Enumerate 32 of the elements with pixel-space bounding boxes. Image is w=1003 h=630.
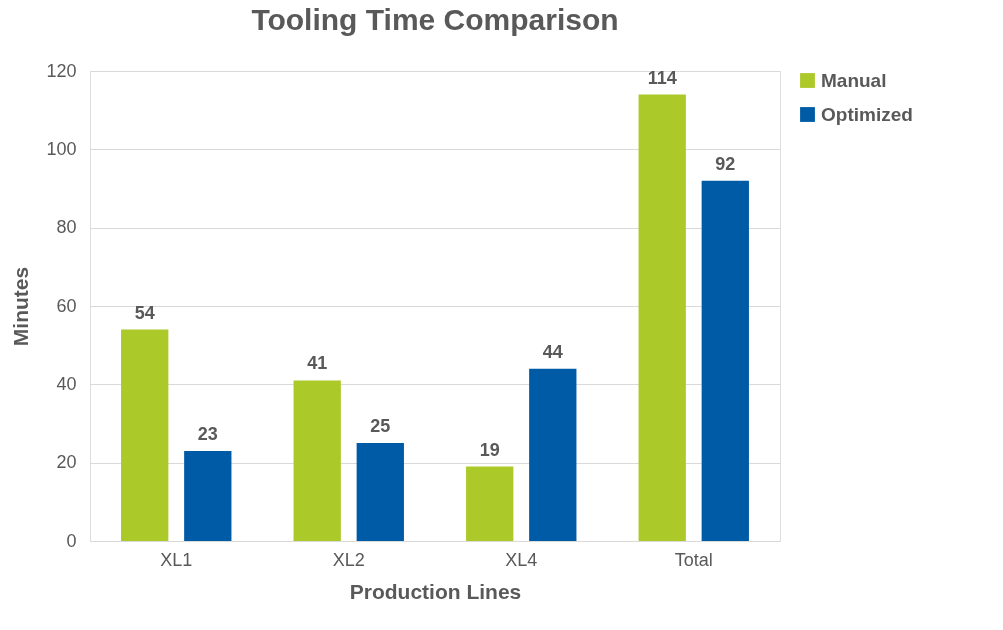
legend-label: Manual (821, 69, 887, 91)
data-label: 23 (197, 423, 218, 444)
y-tick-label: 80 (56, 217, 77, 238)
y-tick-label: 0 (66, 530, 77, 551)
bar (293, 380, 341, 541)
data-label: 44 (542, 341, 563, 362)
chart-title: Tooling Time Comparison (251, 3, 619, 36)
y-tick-label: 40 (56, 373, 77, 394)
data-label: 25 (370, 416, 391, 437)
x-axis-title: Production Lines (349, 579, 522, 603)
y-tick-label: 100 (46, 138, 77, 159)
bar (638, 94, 686, 541)
data-label: 41 (307, 353, 328, 374)
x-tick-label: Total (674, 549, 713, 570)
bar (701, 180, 749, 541)
bar (184, 450, 232, 541)
y-tick-label: 60 (56, 295, 77, 316)
data-label: 114 (647, 67, 677, 88)
bar (121, 329, 169, 541)
x-tick-label: XL4 (505, 549, 538, 570)
data-label: 19 (479, 439, 500, 460)
bar (466, 466, 514, 541)
bar (529, 368, 577, 541)
x-tick-label: XL2 (332, 549, 365, 570)
y-axis-title: Minutes (9, 266, 33, 347)
bar (356, 443, 404, 541)
y-tick-label: 20 (56, 452, 77, 473)
y-tick-label: 120 (46, 60, 77, 81)
x-tick-label: XL1 (160, 549, 193, 570)
data-label: 54 (134, 302, 155, 323)
legend-label: Optimized (821, 103, 913, 125)
data-label: 92 (715, 153, 736, 174)
